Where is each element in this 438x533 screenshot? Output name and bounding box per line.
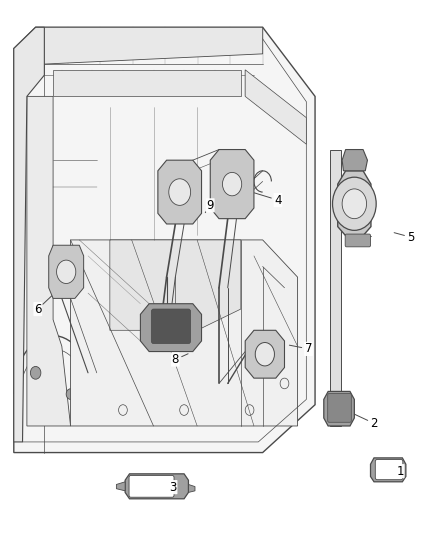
Circle shape: [223, 172, 242, 196]
Polygon shape: [324, 391, 354, 426]
Polygon shape: [245, 330, 285, 378]
Circle shape: [57, 260, 76, 284]
Polygon shape: [27, 96, 71, 426]
Polygon shape: [117, 482, 125, 491]
Text: 2: 2: [370, 417, 378, 430]
Polygon shape: [330, 150, 341, 426]
FancyBboxPatch shape: [345, 234, 371, 247]
Text: 7: 7: [305, 342, 312, 356]
Polygon shape: [71, 240, 297, 426]
Polygon shape: [338, 171, 371, 236]
Circle shape: [342, 189, 367, 219]
Text: 5: 5: [407, 231, 415, 244]
Polygon shape: [342, 150, 367, 171]
Circle shape: [169, 179, 191, 205]
Polygon shape: [14, 27, 44, 442]
Circle shape: [66, 389, 75, 399]
Polygon shape: [210, 150, 254, 219]
Polygon shape: [35, 27, 263, 64]
Polygon shape: [141, 304, 201, 352]
FancyBboxPatch shape: [328, 393, 351, 422]
Polygon shape: [371, 458, 406, 482]
Text: 8: 8: [172, 353, 179, 366]
Circle shape: [332, 177, 376, 230]
Text: 3: 3: [170, 481, 177, 494]
Polygon shape: [245, 70, 306, 144]
Text: 1: 1: [396, 465, 404, 478]
Polygon shape: [110, 240, 241, 330]
Polygon shape: [188, 484, 195, 492]
FancyBboxPatch shape: [151, 309, 191, 344]
Text: 9: 9: [207, 199, 214, 212]
Circle shape: [30, 367, 41, 379]
Polygon shape: [53, 70, 241, 96]
Text: 4: 4: [274, 193, 282, 207]
Circle shape: [255, 343, 275, 366]
Text: 6: 6: [34, 303, 42, 316]
Polygon shape: [125, 474, 188, 499]
Polygon shape: [49, 245, 84, 298]
Polygon shape: [158, 160, 201, 224]
Polygon shape: [14, 27, 315, 453]
FancyBboxPatch shape: [375, 459, 403, 480]
FancyBboxPatch shape: [129, 475, 174, 497]
